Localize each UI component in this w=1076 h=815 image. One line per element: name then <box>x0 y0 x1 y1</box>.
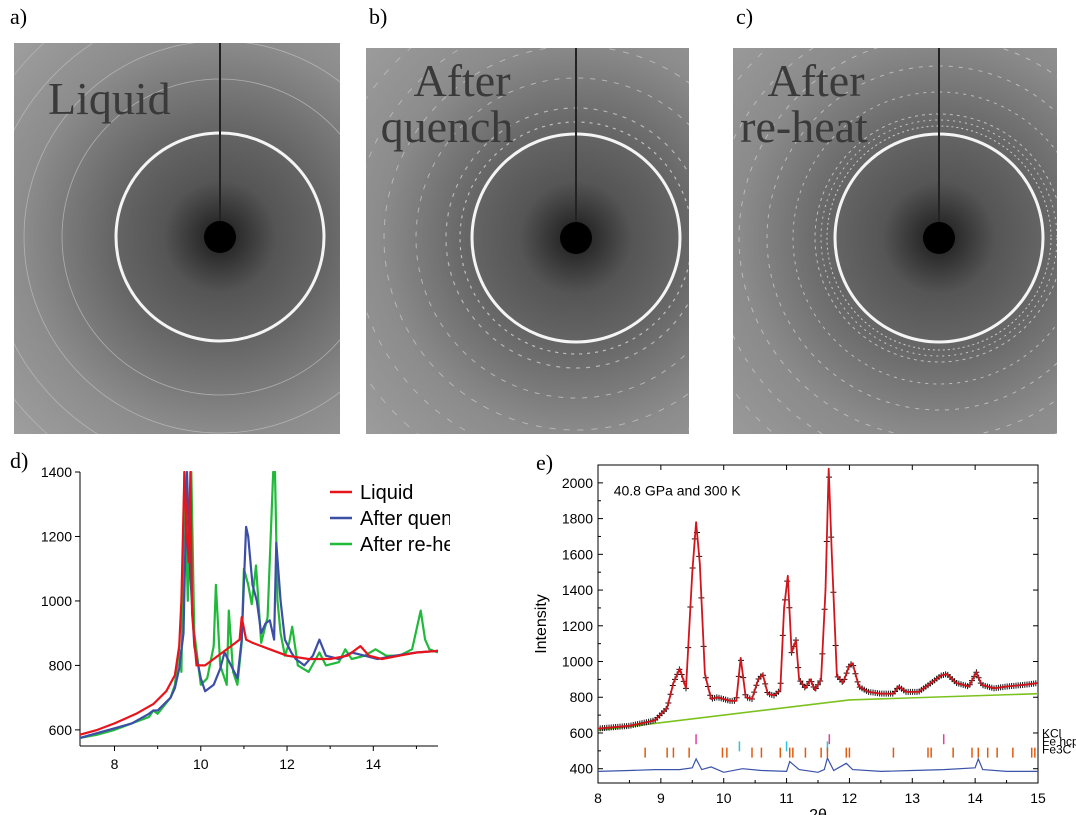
x-tick-label: 14 <box>366 756 382 772</box>
x-tick-label: 10 <box>716 790 732 806</box>
plot-area <box>598 467 1038 773</box>
y-tick-label: 1000 <box>41 593 72 609</box>
y-tick-label: 1000 <box>562 654 593 670</box>
caption-after-quench: After quench <box>372 58 522 150</box>
diffraction-image-after-quench <box>366 48 689 434</box>
x-tick-label: 12 <box>279 756 295 772</box>
caption-after-reheat-line-1: After <box>767 55 865 106</box>
y-tick-label: 1400 <box>41 464 72 480</box>
x-tick-label: 12 <box>842 790 858 806</box>
x-tick-label: 14 <box>967 790 983 806</box>
x-tick-label: 15 <box>1030 790 1046 806</box>
phase-label-fe3c: Fe3C <box>1042 743 1072 757</box>
y-tick-label: 1200 <box>41 528 72 544</box>
y-tick-label: 600 <box>570 725 594 741</box>
caption-after-quench-line-1: After <box>413 55 511 106</box>
x-tick-label: 9 <box>657 790 665 806</box>
panel-label-c: c) <box>736 4 754 29</box>
legend-label-liquid: Liquid <box>360 482 413 504</box>
caption-after-quench-line-2: quench <box>380 101 514 152</box>
panel-label-b: b) <box>369 4 388 29</box>
x-tick-label: 11 <box>779 790 794 806</box>
chart-e-refinement: 400 600 800 1000 1200 1400 1600 1800 2000 8 9 10 11 1… <box>533 464 1076 815</box>
y-tick-label: 400 <box>570 761 594 777</box>
panel-label-a: a) <box>10 4 28 29</box>
x-axis-label: 2θ <box>809 807 827 815</box>
x-tick-label: 13 <box>904 790 920 806</box>
y-tick-label: 800 <box>570 689 594 705</box>
caption-after-reheat: After re-heat <box>734 58 874 150</box>
y-tick-label: 2000 <box>562 475 593 491</box>
y-axis-label: Intensity <box>533 594 550 654</box>
fit-curve <box>598 467 1038 730</box>
difference-curve <box>598 756 1038 773</box>
panel-label-e: e) <box>536 450 554 475</box>
observed-points <box>598 474 1038 732</box>
y-tick-label: 1200 <box>562 618 593 634</box>
background-line <box>598 692 1038 732</box>
phase-label-kcl: KCl <box>1042 726 1061 740</box>
x-tick-label: 8 <box>594 790 602 806</box>
legend-label-quench: After quench <box>360 508 450 530</box>
panel-label-d: d) <box>10 448 29 473</box>
y-tick-label: 800 <box>49 657 73 673</box>
x-tick-label: 10 <box>193 756 209 772</box>
series-line-liquid <box>80 471 438 736</box>
caption-after-reheat-line-2: re-heat <box>740 101 868 152</box>
legend-label-reheat: After re-heat <box>360 534 450 556</box>
y-tick-label: 1600 <box>562 546 593 562</box>
caption-liquid-line-1: Liquid <box>48 73 171 124</box>
diffraction-image-after-reheat <box>733 48 1057 434</box>
plot-frame <box>597 464 1039 784</box>
phase-label-fehcp: Fe hcp <box>1042 734 1076 748</box>
y-tick-label: 600 <box>49 722 73 738</box>
series-line-quench <box>80 471 438 739</box>
condition-annotation: 40.8 GPa and 300 K <box>614 482 742 498</box>
chart-d-xrd-overlay: 600 800 1000 1200 1400 8 10 12 14 Liquid After que… <box>41 464 450 772</box>
y-tick-label: 1800 <box>562 511 593 527</box>
caption-liquid: Liquid <box>48 76 171 122</box>
y-tick-label: 1400 <box>562 582 593 598</box>
diffraction-image-liquid <box>14 43 340 434</box>
x-tick-label: 8 <box>111 756 119 772</box>
